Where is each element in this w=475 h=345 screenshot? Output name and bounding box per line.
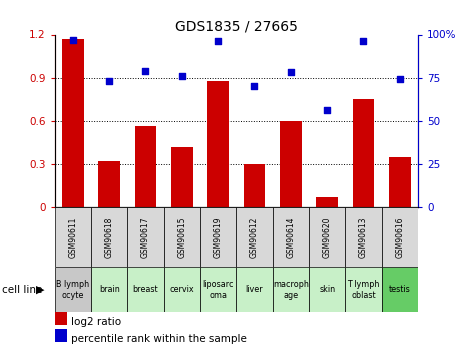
Text: GSM90618: GSM90618 [104,217,114,258]
Bar [389,157,411,207]
Bar [381,207,418,267]
Bar [91,267,127,312]
Bar [55,207,91,267]
Point [105,78,113,84]
Bar [316,197,338,207]
Bar [309,267,345,312]
Bar [273,267,309,312]
Point [323,108,331,113]
Text: skin: skin [319,285,335,294]
Bar [237,207,273,267]
Bar [62,39,84,207]
Point [396,77,404,82]
Bar [163,207,200,267]
Point [360,39,367,44]
Text: GSM90611: GSM90611 [68,217,77,258]
Text: GSM90612: GSM90612 [250,217,259,258]
Bar [207,80,229,207]
Text: B lymph
ocyte: B lymph ocyte [56,280,89,299]
Bar [163,267,200,312]
Text: GSM90619: GSM90619 [214,216,223,258]
Bar [200,207,237,267]
Bar [381,267,418,312]
Text: brain: brain [99,285,120,294]
Bar [352,99,374,207]
Text: testis: testis [389,285,411,294]
Bar [345,267,381,312]
Bar [244,164,266,207]
Bar [98,161,120,207]
Point [142,68,149,73]
Text: cervix: cervix [170,285,194,294]
Text: percentile rank within the sample: percentile rank within the sample [71,334,247,344]
Text: GSM90614: GSM90614 [286,216,295,258]
Text: GSM90620: GSM90620 [323,216,332,258]
Text: GSM90617: GSM90617 [141,216,150,258]
Text: T lymph
oblast: T lymph oblast [347,280,380,299]
Bar [200,267,237,312]
Point [178,73,186,79]
Point [69,37,76,42]
Point [251,83,258,89]
Bar [134,127,156,207]
Text: ▶: ▶ [36,285,44,295]
Bar [345,207,381,267]
Text: GSM90616: GSM90616 [395,216,404,258]
Text: liver: liver [246,285,263,294]
Bar [127,207,163,267]
Bar [237,267,273,312]
Point [214,39,222,44]
Bar [55,267,91,312]
Text: log2 ratio: log2 ratio [71,317,122,326]
Bar [91,207,127,267]
Bar [280,121,302,207]
Title: GDS1835 / 27665: GDS1835 / 27665 [175,19,298,33]
Point [287,70,294,75]
Text: macroph
age: macroph age [273,280,309,299]
Bar [171,147,193,207]
Text: breast: breast [133,285,158,294]
Bar [127,267,163,312]
Text: cell line: cell line [2,285,43,295]
Text: GSM90615: GSM90615 [177,216,186,258]
Text: liposarc
oma: liposarc oma [202,280,234,299]
Bar [273,207,309,267]
Text: GSM90613: GSM90613 [359,216,368,258]
Bar [309,207,345,267]
